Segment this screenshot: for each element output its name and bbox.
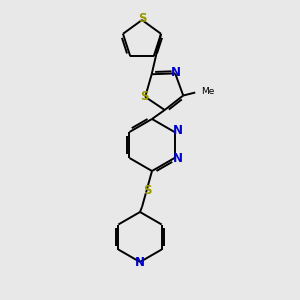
Text: N: N	[172, 152, 182, 166]
Text: S: S	[138, 13, 146, 26]
Text: N: N	[171, 66, 181, 79]
Text: S: S	[143, 184, 151, 196]
Text: S: S	[140, 90, 148, 103]
Text: N: N	[172, 124, 182, 137]
Text: Me: Me	[201, 87, 214, 96]
Text: N: N	[135, 256, 145, 269]
